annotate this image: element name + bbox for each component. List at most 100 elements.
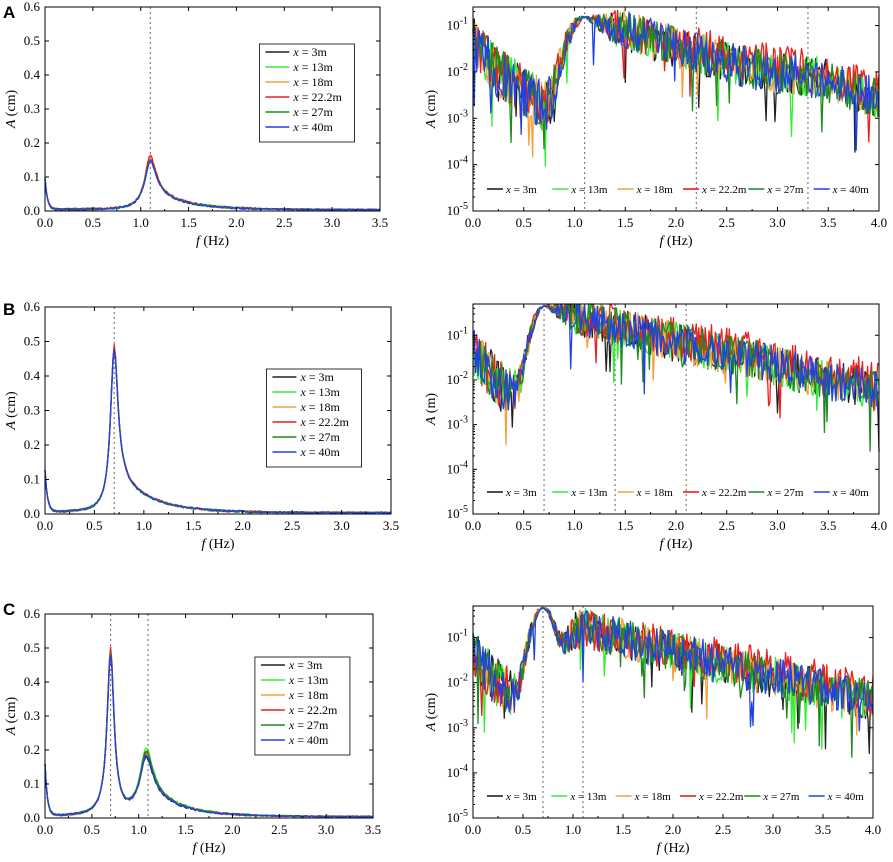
y-tick-label: 0.5: [24, 334, 40, 349]
x-tick-label: 1.0: [565, 822, 581, 837]
y-tick-label: 0.3: [24, 101, 40, 116]
y-tick-label: 0.4: [24, 67, 41, 82]
x-tick-label: 4.0: [871, 215, 887, 230]
y-tick-label: 0.5: [24, 33, 40, 48]
x-tick-label: 2.0: [665, 822, 681, 837]
legend-entry: x = 18m: [636, 184, 674, 196]
y-tick-label: 0.0: [24, 810, 40, 825]
x-tick-label: 3.0: [324, 215, 340, 230]
x-tick-label: 0.0: [37, 518, 53, 533]
y-tick-label: 0.4: [24, 368, 41, 383]
y-tick-label: 10-5: [447, 504, 468, 521]
y-tick-label: 10-4: [447, 763, 468, 780]
x-tick-label: 1.0: [566, 518, 582, 533]
chart-b-left: 0.0 0.5 1.0 1.5 2.0 2.5 3.0 3.5 0.0 0.1 0.2 0.3 0.4 0…: [4, 299, 399, 552]
x-tick-label: 0.5: [515, 822, 531, 837]
series-line-x-40m: [44, 348, 392, 514]
x-tick-label: 0.0: [465, 215, 481, 230]
legend-entry: x = 27m: [766, 487, 804, 499]
series-line-x-22-2m: [44, 154, 381, 211]
y-axis-label: A (cm): [424, 693, 439, 733]
y-axis-label: A (cm): [4, 697, 19, 737]
series-line-x-40m: [44, 654, 374, 818]
x-tick-label: 3.0: [765, 822, 781, 837]
legend-entry: x = 18m: [299, 400, 340, 414]
chart-a-left: 0.0 0.5 1.0 1.5 2.0 2.5 3.0 3.5 0.0 0.1 0.2 0.3 0.4 0…: [4, 0, 388, 249]
legend-box: [258, 43, 355, 143]
x-tick-label: 2.0: [228, 215, 244, 230]
y-axis-label: A (cm): [4, 90, 19, 130]
x-tick-label: 4.0: [871, 518, 887, 533]
y-tick-label: 0.5: [24, 640, 40, 655]
x-tick-label: 1.0: [136, 518, 152, 533]
legend-entry: x = 27m: [762, 791, 800, 803]
y-tick-label: 0.6: [24, 606, 41, 621]
legend-entry: x = 27m: [766, 184, 804, 196]
series-line-x-13m: [472, 303, 880, 411]
x-axis-label: f (Hz): [659, 234, 692, 249]
legend-entry: x = 22.2m: [292, 90, 342, 104]
legend-entry: x = 18m: [636, 487, 674, 499]
y-tick-label: 0.2: [24, 742, 40, 757]
x-tick-label: 0.5: [85, 215, 101, 230]
x-tick-label: 0.5: [516, 518, 532, 533]
x-tick-label: 1.0: [566, 215, 582, 230]
legend-entry: x = 3m: [288, 658, 323, 672]
y-tick-label: 10-3: [447, 108, 468, 125]
series-line-x-40m: [44, 160, 381, 211]
legend-entry: x = 27m: [299, 430, 340, 444]
y-tick-label: 0.1: [24, 472, 40, 487]
y-tick-label: 0.4: [24, 674, 41, 689]
series-line-x-40m: [472, 607, 874, 732]
x-tick-label: 1.5: [617, 215, 633, 230]
y-tick-label: 10-5: [447, 201, 468, 218]
chart-grid: 0.0 0.5 1.0 1.5 2.0 2.5 3.0 3.5 0.0 0.1 0.2 0.3 0.4 0…: [4, 0, 887, 856]
legend-entry: x = 27m: [288, 718, 329, 732]
y-tick-label: 10-1: [447, 16, 468, 33]
legend-entry: x = 3m: [292, 45, 327, 59]
legend-entry: x = 13m: [299, 385, 340, 399]
legend-entry: x = 22.2m: [299, 415, 349, 429]
y-tick-label: 0.1: [24, 169, 40, 184]
x-tick-label: 0.5: [84, 822, 100, 837]
series-line-x-13m: [44, 158, 380, 211]
y-tick-label: 0.1: [24, 776, 40, 791]
x-tick-label: 0.0: [37, 822, 53, 837]
x-tick-label: 2.0: [668, 518, 684, 533]
legend-box: [266, 368, 362, 468]
legend-entry: x = 13m: [569, 791, 607, 803]
y-tick-label: 0.0: [24, 506, 40, 521]
legend-entry: x = 40m: [292, 120, 333, 134]
x-tick-label: 2.5: [276, 215, 292, 230]
legend-entry: x = 22.2m: [288, 703, 338, 717]
y-tick-label: 10-3: [447, 415, 468, 432]
y-tick-label: 10-2: [447, 62, 468, 79]
x-tick-label: 2.5: [719, 215, 735, 230]
x-tick-label: 1.0: [131, 822, 147, 837]
legend-entry: x = 22.2m: [698, 791, 744, 803]
legend-box: [254, 656, 351, 756]
x-tick-label: 2.5: [284, 518, 300, 533]
legend-entry: x = 22.2m: [701, 184, 747, 196]
x-tick-label: 0.5: [86, 518, 102, 533]
chart-b-right: 0.0 0.5 1.0 1.5 2.0 2.5 3.0 3.5 4.0 10-5 10-4 10-3 1…: [424, 303, 887, 552]
panel-letter-b: B: [3, 300, 15, 319]
legend-entry: x = 13m: [292, 60, 333, 74]
y-tick-label: 10-2: [447, 370, 468, 387]
legend-entry: x = 3m: [505, 184, 537, 196]
y-axis-label: A (cm): [4, 391, 19, 431]
legend-entry: x = 40m: [832, 487, 870, 499]
legend-entry: x = 40m: [832, 184, 870, 196]
legend-entry: x = 27m: [292, 105, 333, 119]
x-tick-label: 3.5: [820, 518, 836, 533]
y-tick-label: 10-5: [447, 808, 468, 825]
x-tick-label: 2.0: [235, 518, 251, 533]
chart-a-right: 0.0 0.5 1.0 1.5 2.0 2.5 3.0 3.5 4.0 10-5 10-4 10-3 1…: [424, 6, 887, 249]
legend-entry: x = 3m: [505, 487, 537, 499]
chart-c-left: 0.0 0.5 1.0 1.5 2.0 2.5 3.0 3.5 0.0 0.1 0.2 0.3 0.4 0…: [4, 606, 381, 856]
x-tick-label: 2.5: [271, 822, 287, 837]
y-tick-label: 0.2: [24, 437, 40, 452]
x-axis-label: f (Hz): [196, 234, 229, 249]
series-line-x-40m: [472, 303, 880, 411]
